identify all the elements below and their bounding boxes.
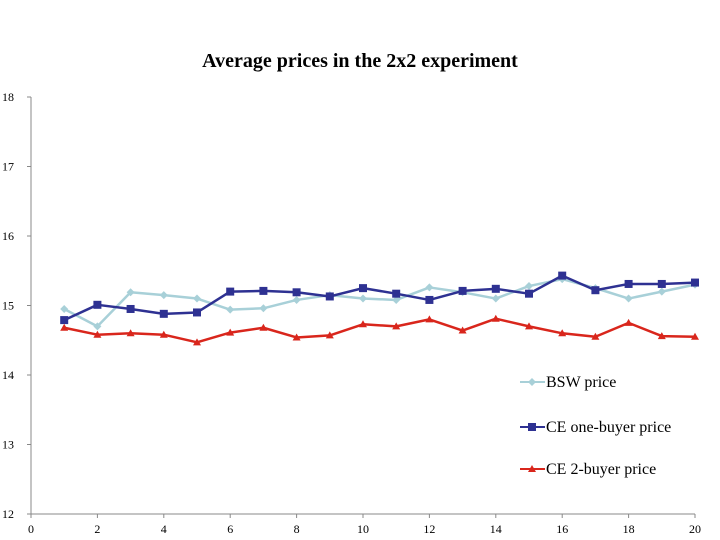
data-point (691, 332, 699, 340)
data-point (226, 305, 235, 314)
data-point (126, 304, 135, 313)
data-point (126, 329, 135, 337)
data-point (491, 314, 500, 322)
x-tick-label: 18 (623, 522, 635, 536)
data-point (425, 283, 434, 292)
y-tick-label: 13 (2, 438, 14, 452)
data-point (93, 300, 102, 309)
y-tick-label: 12 (2, 507, 14, 521)
data-point (657, 287, 666, 296)
series-bsw-price (60, 275, 699, 331)
data-point (458, 286, 467, 295)
series-ce-one-buyer-price (60, 271, 699, 325)
data-point (558, 271, 567, 280)
series-line (63, 274, 696, 322)
data-point (126, 288, 135, 297)
series-line (63, 317, 696, 344)
data-point (525, 282, 533, 291)
data-point (657, 332, 666, 340)
series-line (63, 277, 696, 328)
data-point (292, 333, 301, 341)
data-point (193, 308, 201, 317)
data-point (624, 318, 633, 326)
x-tick-label: 16 (556, 522, 568, 536)
data-point (60, 323, 69, 331)
data-point (193, 338, 201, 346)
data-point (392, 322, 401, 330)
legend: BSW price CE one-buyer price CE 2-buyer pr… (520, 374, 671, 478)
data-point (624, 279, 633, 288)
series-layer (60, 271, 699, 346)
x-tick-label: 8 (294, 522, 300, 536)
data-point (226, 287, 235, 296)
data-point (93, 322, 102, 331)
data-point (359, 294, 367, 303)
data-point (325, 292, 334, 301)
data-point (657, 279, 666, 288)
y-axis-ticks: 12 13 14 15 16 17 18 (2, 90, 31, 521)
x-axis-ticks: 0 2 4 6 8 10 12 14 16 18 20 (28, 514, 701, 536)
data-point (591, 286, 600, 295)
legend-label: CE one-buyer price (546, 419, 671, 436)
data-point (359, 320, 367, 328)
y-tick-label: 16 (2, 229, 14, 243)
data-point (292, 288, 301, 297)
y-tick-label: 15 (2, 299, 14, 313)
data-point (691, 278, 699, 287)
legend-item: CE 2-buyer price (520, 461, 656, 478)
y-tick-label: 14 (2, 368, 14, 382)
data-point (491, 284, 500, 293)
data-point (525, 322, 533, 330)
y-tick-label: 18 (2, 90, 14, 104)
series-ce-2-buyer-price (60, 314, 699, 346)
x-tick-label: 6 (227, 522, 233, 536)
x-tick-label: 20 (689, 522, 701, 536)
x-tick-label: 2 (94, 522, 100, 536)
data-point (159, 330, 168, 338)
data-point (425, 315, 434, 323)
data-point (591, 332, 600, 340)
x-tick-label: 12 (423, 522, 435, 536)
data-point (259, 304, 268, 313)
data-point (259, 323, 268, 331)
x-tick-label: 10 (357, 522, 369, 536)
data-point (325, 331, 334, 339)
data-point (159, 291, 168, 300)
data-point (292, 295, 301, 304)
legend-swatch-marker (528, 378, 536, 386)
data-point (159, 309, 168, 318)
legend-swatch-marker (528, 465, 536, 472)
data-point (359, 284, 367, 293)
legend-label: BSW price (546, 374, 616, 391)
legend-item: BSW price (520, 374, 616, 391)
data-point (458, 326, 467, 334)
y-tick-label: 17 (2, 160, 14, 174)
data-point (558, 329, 567, 337)
legend-label: CE 2-buyer price (546, 461, 656, 478)
data-point (259, 286, 268, 295)
legend-swatch-marker (528, 423, 536, 431)
data-point (392, 295, 401, 304)
legend-item: CE one-buyer price (520, 419, 671, 436)
data-point (226, 328, 235, 336)
data-point (93, 330, 102, 338)
data-point (425, 295, 434, 304)
x-tick-label: 14 (490, 522, 502, 536)
x-tick-label: 4 (161, 522, 167, 536)
x-tick-label: 0 (28, 522, 34, 536)
chart-title: Average prices in the 2x2 experiment (202, 50, 518, 72)
data-point (60, 304, 69, 313)
data-point (624, 294, 633, 303)
data-point (525, 289, 533, 298)
data-point (193, 294, 201, 303)
data-point (60, 316, 69, 325)
data-point (392, 289, 401, 298)
data-point (491, 294, 500, 303)
